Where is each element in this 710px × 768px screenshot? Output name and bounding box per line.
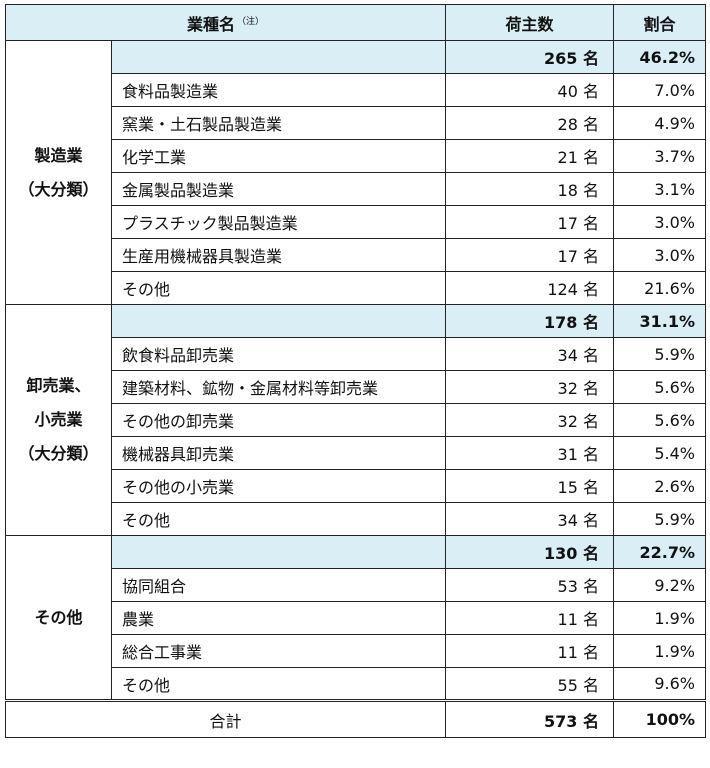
- share-value: 2.6%: [613, 469, 706, 503]
- category-label-line: 製造業: [34, 145, 83, 165]
- category-label-line: 小売業: [34, 410, 83, 429]
- shipper-count: 55 名: [445, 667, 614, 701]
- industry-name: 化学工業: [111, 139, 446, 173]
- category-label-line: （大分類）: [18, 444, 99, 463]
- shipper-count: 15 名: [445, 469, 614, 503]
- table-row: 窯業・土石製品製造業 28 名 4.9%: [6, 106, 706, 140]
- industry-name: 機械器具卸売業: [111, 436, 446, 470]
- shipper-count: 34 名: [445, 337, 614, 371]
- table-row: 建築材料、鉱物・金属材料等卸売業 32 名 5.6%: [6, 370, 706, 404]
- industry-name: その他: [111, 502, 446, 536]
- industry-name: 飲食料品卸売業: [111, 337, 446, 371]
- industry-name: 金属製品製造業: [111, 172, 446, 206]
- industry-name: 窯業・土石製品製造業: [111, 106, 446, 140]
- share-value: 1.9%: [613, 601, 706, 635]
- total-share: 100%: [613, 699, 706, 738]
- shipper-count: 34 名: [445, 502, 614, 536]
- total-row: 合計 573 名 100%: [5, 699, 706, 738]
- industry-name: その他: [111, 271, 446, 305]
- shipper-count: 21 名: [445, 139, 614, 173]
- subtotal-name-cell: [111, 304, 446, 338]
- share-value: 3.0%: [613, 238, 706, 272]
- category-label-line: その他: [34, 607, 83, 627]
- share-value: 5.6%: [613, 370, 706, 404]
- category-cell: 製造業 （大分類）: [5, 40, 112, 305]
- table-row: 飲食料品卸売業 34 名 5.9%: [6, 337, 706, 371]
- share-value: 3.1%: [613, 172, 706, 206]
- shipper-count: 32 名: [445, 403, 614, 437]
- shipper-count: 124 名: [445, 271, 614, 305]
- category-label-line: （大分類）: [18, 179, 99, 199]
- total-count: 573 名: [445, 699, 614, 738]
- share-value: 5.4%: [613, 436, 706, 470]
- share-value: 9.2%: [613, 568, 706, 602]
- subtotal-name-cell: [111, 535, 446, 569]
- subtotal-share: 22.7%: [613, 535, 706, 569]
- shipper-count: 17 名: [445, 205, 614, 239]
- group-subtotal-row: 卸売業、小売業 （大分類） 178 名 31.1%: [5, 304, 706, 536]
- subtotal-share: 46.2%: [613, 40, 706, 74]
- share-value: 1.9%: [613, 634, 706, 668]
- industry-name: プラスチック製品製造業: [111, 205, 446, 239]
- shipper-count: 11 名: [445, 601, 614, 635]
- industry-name: 建築材料、鉱物・金属材料等卸売業: [111, 370, 446, 404]
- industry-name: 生産用機械器具製造業: [111, 238, 446, 272]
- table-row: 農業 11 名 1.9%: [6, 601, 706, 635]
- share-value: 21.6%: [613, 271, 706, 305]
- group-subtotal-row: 製造業 （大分類） 265 名 46.2%: [5, 40, 706, 305]
- shipper-count: 11 名: [445, 634, 614, 668]
- category-cell: 卸売業、小売業 （大分類）: [5, 304, 112, 536]
- table-row: プラスチック製品製造業 17 名 3.0%: [6, 205, 706, 239]
- subtotal-count: 265 名: [445, 40, 614, 74]
- header-share: 割合: [613, 4, 706, 41]
- header-industry: 業種名 （注）: [5, 4, 446, 41]
- share-value: 9.6%: [613, 667, 706, 701]
- shipper-count: 17 名: [445, 238, 614, 272]
- shipper-count: 31 名: [445, 436, 614, 470]
- shipper-count: 40 名: [445, 73, 614, 107]
- table-row: 機械器具卸売業 31 名 5.4%: [6, 436, 706, 470]
- table-row: 生産用機械器具製造業 17 名 3.0%: [6, 238, 706, 272]
- total-label: 合計: [5, 699, 446, 738]
- table-row: その他 124 名 21.6%: [6, 271, 706, 305]
- industry-name: 食料品製造業: [111, 73, 446, 107]
- shipper-count: 28 名: [445, 106, 614, 140]
- category-cell: その他: [5, 535, 112, 701]
- table-row: 総合工事業 11 名 1.9%: [6, 634, 706, 668]
- share-value: 5.9%: [613, 337, 706, 371]
- table-row: 食料品製造業 40 名 7.0%: [6, 73, 706, 107]
- share-value: 7.0%: [613, 73, 706, 107]
- table-row: 協同組合 53 名 9.2%: [6, 568, 706, 602]
- industry-name: その他の卸売業: [111, 403, 446, 437]
- header-row: 業種名 （注） 荷主数 割合: [5, 4, 706, 41]
- industry-name: 農業: [111, 601, 446, 635]
- shipper-industry-table-container: 業種名 （注） 荷主数 割合 製造業 （大分類） 265 名 46.2% 食料品製造業 40…: [5, 4, 706, 738]
- shipper-count: 53 名: [445, 568, 614, 602]
- share-value: 5.6%: [613, 403, 706, 437]
- share-value: 5.9%: [613, 502, 706, 536]
- table-row: その他の卸売業 32 名 5.6%: [6, 403, 706, 437]
- subtotal-name-cell: [111, 40, 446, 74]
- industry-name: その他: [111, 667, 446, 701]
- shipper-count: 18 名: [445, 172, 614, 206]
- share-value: 4.9%: [613, 106, 706, 140]
- industry-name: その他の小売業: [111, 469, 446, 503]
- header-industry-label: 業種名: [186, 14, 235, 34]
- shipper-count: 32 名: [445, 370, 614, 404]
- table-row: 金属製品製造業 18 名 3.1%: [6, 172, 706, 206]
- subtotal-share: 31.1%: [613, 304, 706, 338]
- header-note: （注）: [237, 16, 265, 27]
- shipper-industry-table: 業種名 （注） 荷主数 割合 製造業 （大分類） 265 名 46.2% 食料品製造業 40…: [5, 4, 706, 738]
- table-body: 製造業 （大分類） 265 名 46.2% 食料品製造業 40 名 7.0% 窯業・土石製品製…: [5, 40, 706, 701]
- subtotal-count: 178 名: [445, 304, 614, 338]
- share-value: 3.0%: [613, 205, 706, 239]
- category-label-line: 卸売業、: [26, 376, 91, 395]
- subtotal-count: 130 名: [445, 535, 614, 569]
- group-subtotal-row: その他 130 名 22.7%: [5, 535, 706, 701]
- industry-name: 協同組合: [111, 568, 446, 602]
- table-row: 化学工業 21 名 3.7%: [6, 139, 706, 173]
- industry-name: 総合工事業: [111, 634, 446, 668]
- share-value: 3.7%: [613, 139, 706, 173]
- header-shippers: 荷主数: [445, 4, 614, 41]
